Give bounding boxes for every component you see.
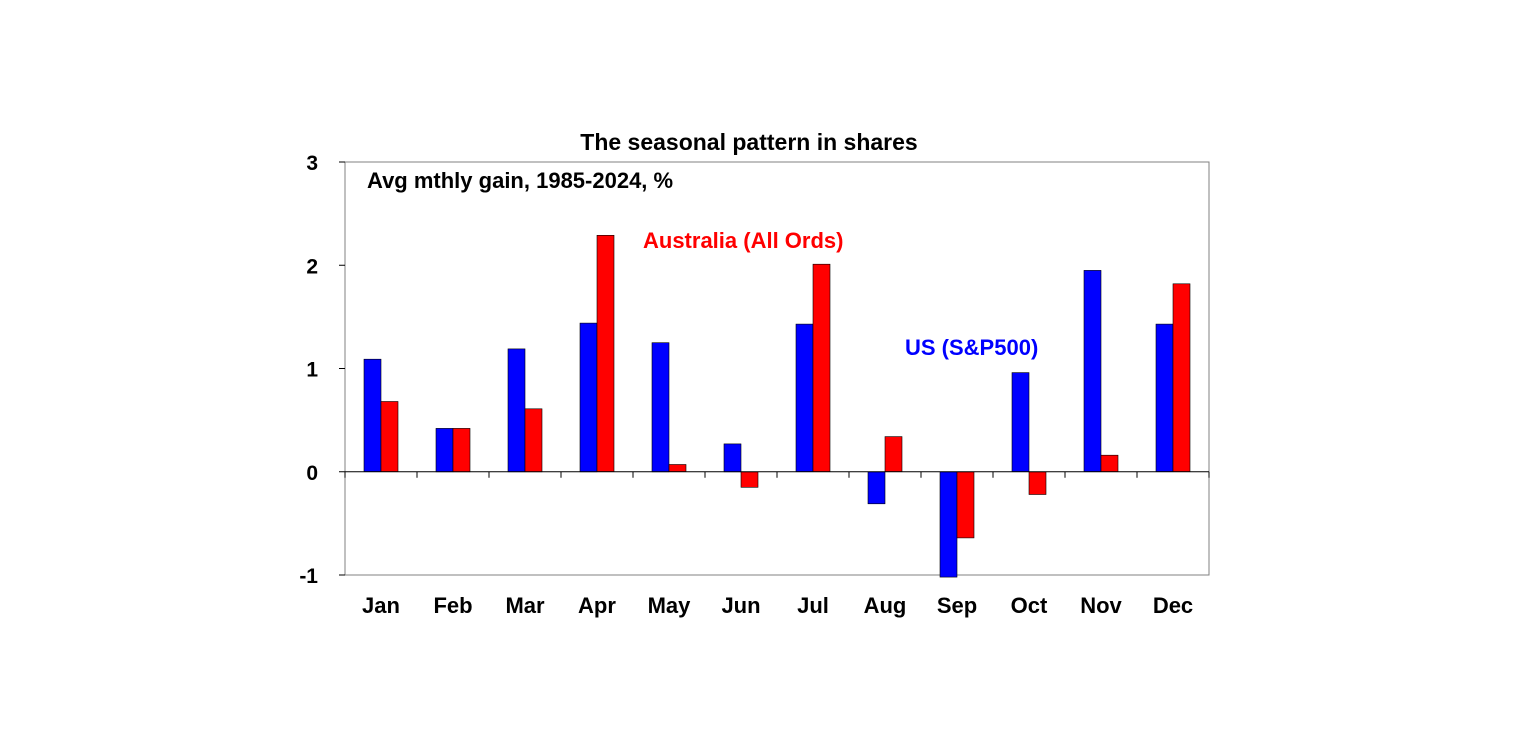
bar-us-mar xyxy=(507,348,526,473)
plot-area xyxy=(344,161,1210,576)
x-tick-label-jun: Jun xyxy=(721,593,760,618)
bar-us-apr xyxy=(579,322,598,473)
y-tick-label: 2 xyxy=(306,255,318,278)
bar-us-jan xyxy=(363,358,382,473)
bars-group xyxy=(363,235,1191,578)
bar-australia-jan xyxy=(380,401,399,472)
x-axis: Jan Feb Mar Apr May Jun Jul Aug Sep Oct Nov Dec xyxy=(362,593,1193,618)
bar-australia-nov xyxy=(1100,454,1119,473)
bar-australia-feb xyxy=(452,428,471,473)
bar-australia-mar xyxy=(524,408,543,473)
zero-axis xyxy=(344,471,1210,478)
x-tick-label-apr: Apr xyxy=(578,593,616,618)
bar-australia-sep xyxy=(956,471,975,539)
x-tick-label-sep: Sep xyxy=(937,593,977,618)
y-axis: 3 2 1 0 -1 xyxy=(299,152,345,588)
x-tick-label-oct: Oct xyxy=(1011,593,1048,618)
bar-australia-oct xyxy=(1028,471,1047,495)
bar-us-oct xyxy=(1011,372,1030,473)
bar-us-nov xyxy=(1083,270,1102,472)
bar-australia-may xyxy=(668,464,687,472)
bar-australia-jun xyxy=(740,471,759,488)
x-tick-label-dec: Dec xyxy=(1153,593,1193,618)
y-tick-label: 0 xyxy=(306,462,318,485)
bar-australia-jul xyxy=(812,263,831,473)
x-tick-label-jul: Jul xyxy=(797,593,829,618)
chart-subtitle: Avg mthly gain, 1985-2024, % xyxy=(367,168,673,193)
bar-us-may xyxy=(651,342,670,473)
x-tick-label-feb: Feb xyxy=(433,593,472,618)
bar-us-jun xyxy=(723,443,742,473)
y-tick-label: -1 xyxy=(299,565,318,588)
bar-australia-aug xyxy=(884,436,903,473)
bar-us-aug xyxy=(867,471,886,505)
y-tick-label: 1 xyxy=(306,359,318,382)
bar-us-dec xyxy=(1155,323,1174,473)
chart-title: The seasonal pattern in shares xyxy=(580,129,917,155)
series-label-us: US (S&P500) xyxy=(905,335,1038,360)
bar-us-jul xyxy=(795,323,814,473)
bar-australia-dec xyxy=(1172,283,1191,472)
x-tick-label-may: May xyxy=(648,593,692,618)
y-tick-label: 3 xyxy=(306,152,318,175)
bar-australia-apr xyxy=(596,235,615,472)
bar-us-sep xyxy=(939,471,958,578)
bar-us-feb xyxy=(435,428,454,473)
x-tick-label-aug: Aug xyxy=(864,593,907,618)
series-label-australia: Australia (All Ords) xyxy=(643,228,843,253)
x-tick-label-jan: Jan xyxy=(362,593,400,618)
x-tick-label-mar: Mar xyxy=(505,593,545,618)
x-tick-label-nov: Nov xyxy=(1080,593,1122,618)
